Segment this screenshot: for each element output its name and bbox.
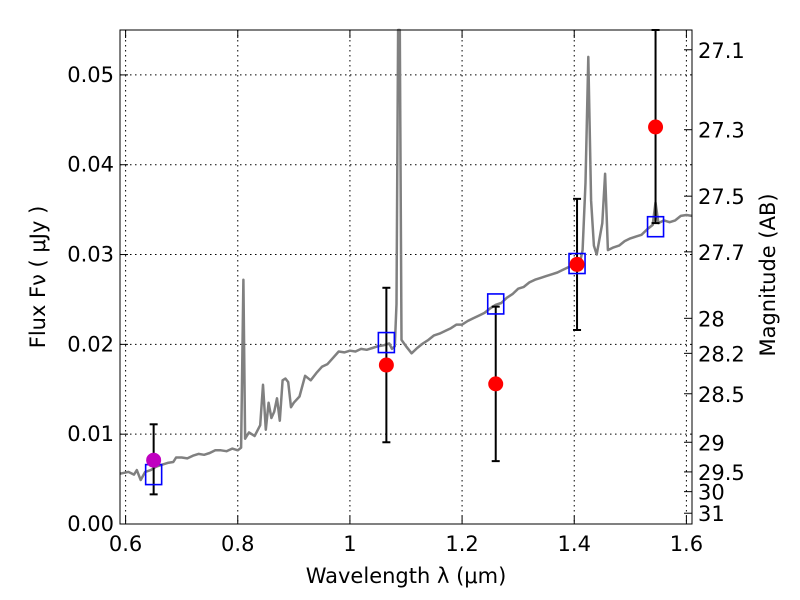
y-tick-label: 0.03 [67, 243, 114, 267]
model-square-marker [646, 215, 665, 238]
x-tick-label: 0.6 [109, 532, 142, 556]
mag-tick-label: 28.2 [698, 342, 745, 366]
y-tick-label: 0.05 [67, 63, 114, 87]
y-axis-label: Flux Fν ( μJy ) [26, 206, 50, 349]
y-tick-label: 0.02 [67, 332, 114, 356]
y-tick-label: 0.01 [67, 422, 114, 446]
mag-tick-label: 27.3 [698, 119, 745, 143]
model-square-marker [486, 293, 505, 315]
axis-ticks: 0.6 0.8 1 1.2 1.4 1.6 0.00 0.01 0.02 0.03 0.04 0.05… [67, 30, 745, 556]
spectrum-line [119, 28, 693, 482]
x-tick-label: 0.8 [221, 532, 254, 556]
plot-frame [119, 29, 693, 525]
model-square-marker [377, 331, 396, 354]
mag-tick-label: 30 [698, 481, 725, 505]
mag-tick-label: 27.7 [698, 241, 745, 265]
model-photometry [144, 215, 665, 486]
model-square-marker [568, 252, 586, 275]
y-axis-right-label: Magnitude (AB) [756, 193, 780, 356]
mag-tick-label: 29.5 [698, 461, 745, 485]
mag-tick-label: 27.5 [698, 185, 745, 209]
mag-tick-label: 28.5 [698, 383, 745, 407]
data-point [648, 119, 664, 135]
mag-tick-label: 29 [698, 431, 725, 455]
mag-tick-label: 28 [698, 307, 725, 331]
data-point [146, 452, 162, 468]
x-tick-label: 1.4 [558, 532, 591, 556]
observed-photometry [146, 119, 664, 468]
data-point [488, 376, 504, 392]
gridlines [120, 30, 692, 525]
data-point [378, 357, 394, 373]
x-tick-label: 1.6 [670, 532, 703, 556]
mag-tick-label: 27.1 [698, 39, 745, 63]
mag-tick-label: 31 [698, 502, 725, 526]
model-spectrum [119, 28, 693, 482]
data-point [569, 256, 585, 272]
x-axis-label: Wavelength λ (μm) [306, 564, 507, 588]
x-tick-label: 1.2 [445, 532, 478, 556]
y-tick-label: 0.04 [67, 153, 114, 177]
y-tick-label: 0.00 [67, 512, 114, 536]
x-tick-label: 1 [343, 532, 356, 556]
